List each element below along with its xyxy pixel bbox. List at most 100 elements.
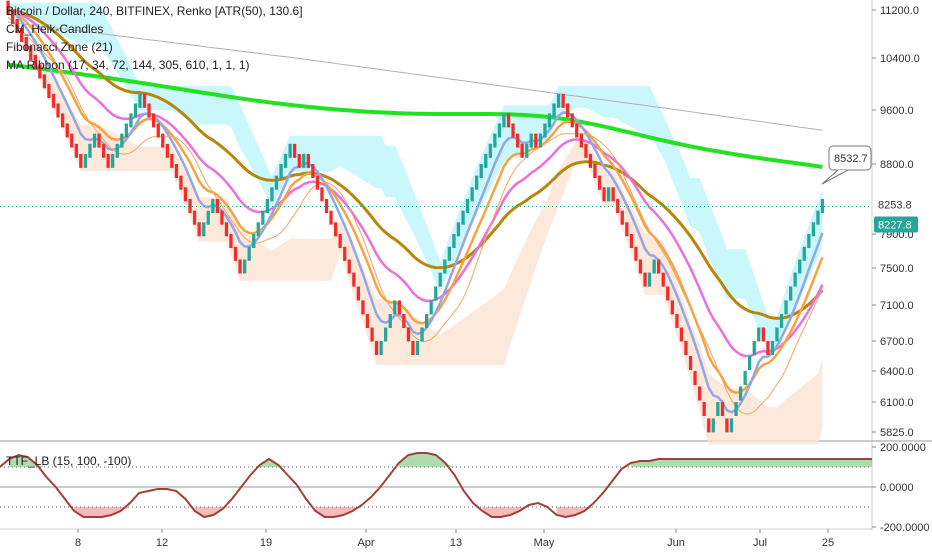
renko-brick-down xyxy=(33,55,37,69)
renko-brick-up xyxy=(447,246,451,261)
price-callout: 8532.7 xyxy=(821,145,872,185)
renko-brick-up xyxy=(206,210,210,225)
renko-brick-down xyxy=(297,153,301,168)
renko-brick-up xyxy=(456,222,461,237)
osc-line xyxy=(0,452,872,519)
legend: Bitcoin / Dollar, 240, BITFINEX, Renko [… xyxy=(6,2,303,74)
renko-brick-down xyxy=(561,93,565,108)
renko-brick-up xyxy=(274,175,279,190)
renko-brick-down xyxy=(306,153,310,168)
renko-brick-down xyxy=(179,175,183,190)
renko-brick-down xyxy=(220,210,224,225)
x-tick-label: 8 xyxy=(75,537,81,549)
y-tick-label: 11200.0 xyxy=(880,5,919,17)
renko-brick-up xyxy=(115,143,119,158)
oscillator-legend: TTF_LB (15, 100, -100) xyxy=(6,452,131,470)
osc-tick-label: 200.0000 xyxy=(880,442,926,454)
renko-brick-down xyxy=(170,153,174,168)
renko-brick-up xyxy=(784,300,788,315)
osc-tick-label: -200.0000 xyxy=(880,522,930,534)
ma144-line xyxy=(7,8,824,320)
renko-brick-up xyxy=(283,153,288,168)
renko-brick-up xyxy=(811,222,816,237)
renko-brick-up xyxy=(138,93,142,108)
renko-brick-up xyxy=(420,327,424,342)
renko-brick-down xyxy=(15,19,19,33)
renko-brick-down xyxy=(702,402,706,416)
renko-brick-up xyxy=(757,327,761,342)
heik-signal-line xyxy=(7,16,823,415)
renko-brick-down xyxy=(224,222,229,237)
current-price-tag: 8253.8 xyxy=(874,196,918,213)
y-tick-label: 9600.0 xyxy=(880,105,914,117)
renko-brick-down xyxy=(29,46,33,60)
renko-brick-up xyxy=(202,222,206,237)
renko-brick-down xyxy=(338,234,342,248)
renko-brick-up xyxy=(711,418,715,433)
renko-brick-down xyxy=(588,153,593,168)
renko-brick-down xyxy=(666,286,670,301)
legend-title: Bitcoin / Dollar, 240, BITFINEX, Renko [… xyxy=(6,4,303,18)
renko-brick-up xyxy=(270,187,274,202)
renko-brick-up xyxy=(538,133,543,148)
renko-brick-up xyxy=(288,143,292,158)
renko-brick-up xyxy=(502,113,506,128)
current-price-tag-bg xyxy=(874,196,918,213)
renko-brick-down xyxy=(365,314,370,328)
renko-brick-down xyxy=(347,259,351,274)
renko-brick-down xyxy=(174,164,179,178)
renko-brick-down xyxy=(20,28,24,42)
renko-brick-down xyxy=(147,103,151,118)
renko-brick-down xyxy=(74,143,78,158)
y-tick-label: 7500.0 xyxy=(880,263,914,275)
renko-brick-up xyxy=(247,246,251,261)
renko-brick-up xyxy=(484,153,488,168)
renko-brick-down xyxy=(65,123,69,138)
renko-brick-up xyxy=(129,113,133,128)
renko-brick-down xyxy=(183,187,188,202)
renko-brick-down xyxy=(352,272,356,287)
x-tick-label: May xyxy=(534,537,555,549)
renko-brick-down xyxy=(629,234,634,248)
renko-brick-up xyxy=(779,314,784,328)
ma305-line xyxy=(7,62,823,169)
renko-brick-up xyxy=(465,199,470,213)
renko-brick-down xyxy=(329,210,333,225)
renko-brick-down xyxy=(761,327,765,342)
renko-brick-down xyxy=(402,314,406,328)
renko-brick-down xyxy=(320,187,324,202)
renko-brick-down xyxy=(142,93,147,108)
renko-brick-down xyxy=(593,164,597,178)
renko-brick-up xyxy=(384,327,388,342)
renko-brick-up xyxy=(543,123,547,138)
renko-brick-down xyxy=(602,187,606,202)
renko-brick-down xyxy=(411,341,415,355)
renko-brick-up xyxy=(261,210,265,225)
renko-brick-down xyxy=(6,0,10,15)
renko-brick-up xyxy=(738,386,743,401)
renko-brick-up xyxy=(497,123,502,138)
renko-brick-down xyxy=(11,10,15,24)
x-tick-label: Jul xyxy=(753,537,767,549)
fib-upper-zone xyxy=(8,2,823,352)
renko-brick-down xyxy=(516,133,520,148)
renko-brick-down xyxy=(293,143,297,158)
renko-brick-up xyxy=(488,143,492,158)
renko-brick-down xyxy=(47,84,51,98)
renko-brick-down xyxy=(165,143,169,158)
renko-brick-down xyxy=(657,259,661,274)
renko-bricks xyxy=(6,0,825,433)
renko-brick-down xyxy=(192,210,197,225)
renko-brick-down xyxy=(229,234,233,248)
renko-brick-up xyxy=(525,143,529,158)
renko-brick-up xyxy=(279,164,283,178)
renko-brick-up xyxy=(807,234,811,248)
renko-brick-up xyxy=(124,123,128,138)
renko-brick-down xyxy=(315,175,320,190)
legend-indicator-heik: CM_Heik-Candles xyxy=(6,22,104,36)
renko-brick-up xyxy=(529,133,533,148)
ma-value-tag-text: 8227.8 xyxy=(878,220,912,232)
renko-brick-up xyxy=(256,222,260,237)
renko-brick-down xyxy=(670,300,674,315)
